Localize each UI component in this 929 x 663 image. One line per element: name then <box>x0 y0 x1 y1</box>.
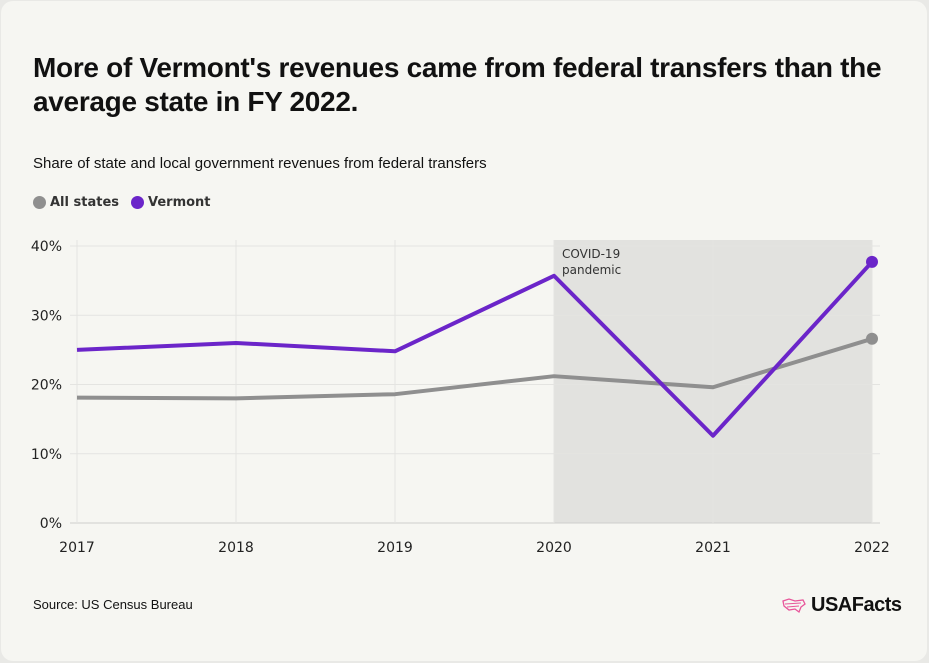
x-tick-label: 2018 <box>218 540 254 556</box>
legend-dot-icon <box>33 196 46 209</box>
chart-title: More of Vermont's revenues came from fed… <box>33 52 882 117</box>
legend-label: Vermont <box>148 195 211 210</box>
logo-text: USAFacts <box>811 594 902 616</box>
y-tick-label: 0% <box>40 516 62 532</box>
x-tick-label: 2021 <box>695 540 731 556</box>
usafacts-logo: USAFacts <box>781 594 902 617</box>
legend-item-all-states: All states <box>33 195 119 210</box>
series-line-vermont <box>76 260 874 438</box>
source-note: Source: US Census Bureau <box>33 597 193 612</box>
legend-label: All states <box>50 195 119 210</box>
annotation-label: pandemic <box>562 263 621 277</box>
y-tick-label: 40% <box>31 239 62 255</box>
y-tick-label: 20% <box>31 378 62 394</box>
data-point <box>866 255 878 268</box>
annotation-label: COVID-19 <box>562 247 620 261</box>
chart-subtitle: Share of state and local government reve… <box>33 155 487 172</box>
series-line-all-states <box>76 336 873 401</box>
us-map-icon <box>782 597 806 613</box>
y-tick-label: 30% <box>31 308 62 324</box>
x-tick-label: 2019 <box>377 540 413 556</box>
data-point <box>866 332 878 345</box>
y-tick-label: 10% <box>31 447 62 463</box>
legend: All states Vermont <box>33 195 211 210</box>
legend-item-vermont: Vermont <box>131 195 211 210</box>
x-tick-label: 2020 <box>536 540 572 556</box>
x-tick-label: 2022 <box>854 540 890 556</box>
legend-dot-icon <box>131 196 144 209</box>
x-tick-label: 2017 <box>59 540 95 556</box>
